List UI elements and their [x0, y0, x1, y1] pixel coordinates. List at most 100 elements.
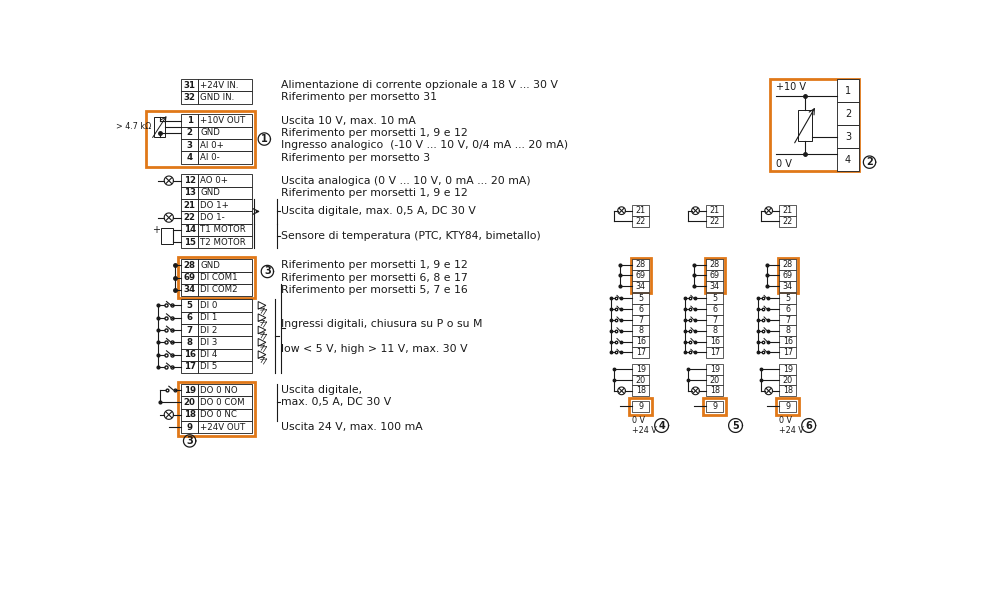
Text: +: +	[153, 225, 161, 235]
Bar	[198, 115, 251, 127]
Text: Sensore di temperatura (PTC, KTY84, bimetallo): Sensore di temperatura (PTC, KTY84, bime…	[281, 231, 541, 241]
Bar	[198, 409, 251, 421]
Text: 31: 31	[184, 81, 196, 90]
Text: 21: 21	[782, 206, 793, 215]
Text: 6: 6	[187, 313, 193, 322]
Text: 7: 7	[639, 316, 644, 325]
Text: +24 V: +24 V	[779, 426, 804, 435]
Text: 8: 8	[187, 338, 193, 347]
Bar	[779, 205, 796, 216]
Text: 5: 5	[639, 294, 644, 303]
Text: 15: 15	[184, 238, 196, 246]
Text: 19: 19	[782, 365, 793, 374]
Text: 13: 13	[184, 188, 196, 197]
Text: Ingressi digitali, chiusura su P o su M: Ingressi digitali, chiusura su P o su M	[281, 319, 483, 329]
Text: 20: 20	[636, 376, 646, 385]
Bar	[707, 375, 724, 385]
Bar	[198, 211, 251, 224]
Bar	[198, 224, 251, 236]
Bar	[633, 270, 650, 281]
Text: 5: 5	[733, 421, 739, 430]
Bar	[837, 148, 858, 171]
Bar	[198, 259, 251, 271]
Text: 69: 69	[636, 271, 646, 280]
Text: 21: 21	[184, 201, 196, 210]
Bar	[198, 299, 251, 311]
Text: 6: 6	[805, 421, 812, 430]
Text: 9: 9	[187, 422, 193, 432]
Bar	[182, 139, 198, 151]
Bar	[182, 211, 198, 224]
Bar	[779, 375, 796, 385]
Bar	[198, 324, 251, 336]
Text: AI 0+: AI 0+	[201, 141, 225, 150]
Text: Uscita digitale, max. 0,5 A, DC 30 V: Uscita digitale, max. 0,5 A, DC 30 V	[281, 206, 476, 217]
Text: +10V OUT: +10V OUT	[201, 116, 246, 125]
Text: AI 0-: AI 0-	[201, 153, 221, 162]
Text: 28: 28	[710, 260, 720, 269]
Bar	[779, 281, 796, 291]
Bar	[779, 270, 796, 281]
Bar	[198, 187, 251, 199]
Bar	[198, 139, 251, 151]
Bar	[779, 314, 796, 325]
Text: 7: 7	[713, 316, 718, 325]
Bar	[633, 304, 650, 314]
Text: 22: 22	[710, 217, 720, 226]
Text: DI 3: DI 3	[201, 338, 218, 347]
Text: GND: GND	[201, 261, 221, 270]
Bar	[779, 336, 796, 347]
Text: 28: 28	[636, 260, 646, 269]
Bar	[198, 311, 251, 324]
Text: 7: 7	[785, 316, 790, 325]
Bar	[707, 216, 724, 227]
Text: 5: 5	[187, 301, 193, 310]
Text: 3: 3	[187, 141, 193, 150]
Text: 22: 22	[184, 213, 196, 222]
Text: 14: 14	[184, 225, 196, 234]
Bar	[198, 336, 251, 348]
Text: Riferimento per morsetti 1, 9 e 12: Riferimento per morsetti 1, 9 e 12	[281, 260, 468, 270]
Text: Riferimento per morsetti 1, 9 e 12: Riferimento per morsetti 1, 9 e 12	[281, 128, 468, 138]
Text: 2: 2	[866, 157, 873, 167]
Bar	[182, 79, 198, 91]
Text: 2: 2	[845, 109, 851, 118]
Text: 17: 17	[782, 348, 793, 357]
Text: 21: 21	[636, 206, 646, 215]
Bar	[198, 396, 251, 409]
Bar	[707, 259, 724, 270]
Text: > 4.7 kΩ: > 4.7 kΩ	[116, 122, 151, 131]
Text: Riferimento per morsetti 1, 9 e 12: Riferimento per morsetti 1, 9 e 12	[281, 188, 468, 198]
Text: 34: 34	[184, 285, 196, 294]
Bar	[707, 205, 724, 216]
Bar	[198, 384, 251, 396]
Bar	[182, 174, 198, 187]
Bar	[707, 325, 724, 336]
Text: +24V OUT: +24V OUT	[201, 422, 246, 432]
Text: 34: 34	[710, 282, 720, 291]
Bar	[633, 364, 650, 375]
Bar	[779, 385, 796, 396]
Bar	[633, 336, 650, 347]
Bar	[633, 385, 650, 396]
Text: 17: 17	[710, 348, 720, 357]
Bar	[182, 224, 198, 236]
Text: 16: 16	[782, 337, 792, 346]
Text: 22: 22	[782, 217, 793, 226]
Text: 69: 69	[184, 273, 196, 282]
Bar	[198, 151, 251, 164]
Bar	[837, 79, 858, 102]
Bar	[837, 102, 858, 125]
Text: 28: 28	[782, 260, 793, 269]
Bar	[779, 216, 796, 227]
Text: 34: 34	[636, 282, 646, 291]
Text: DI 0: DI 0	[201, 301, 218, 310]
Text: 4: 4	[659, 421, 665, 430]
Text: 9: 9	[713, 402, 718, 411]
Text: 0 V: 0 V	[633, 416, 646, 426]
Bar	[779, 293, 796, 304]
Bar	[182, 361, 198, 373]
Bar	[779, 325, 796, 336]
Text: 6: 6	[713, 305, 718, 314]
Text: Uscita 24 V, max. 100 mA: Uscita 24 V, max. 100 mA	[281, 422, 423, 432]
